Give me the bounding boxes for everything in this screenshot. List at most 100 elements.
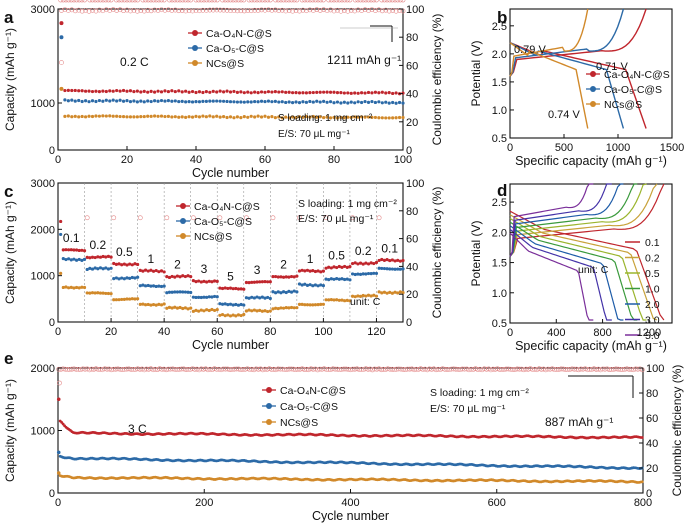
ce-point <box>369 7 375 12</box>
y-tick-label: 2.0 <box>492 227 507 239</box>
annotation-loading: S loading: 1 mg cm⁻² <box>298 198 397 210</box>
capacity-point <box>186 274 190 278</box>
capacity-point <box>337 277 341 281</box>
capacity-point <box>125 276 129 280</box>
capacity-point <box>180 90 184 94</box>
capacity-point <box>205 295 209 299</box>
capacity-point <box>121 99 126 103</box>
ce-point <box>183 8 189 14</box>
ce-point <box>310 0 316 3</box>
ce-point <box>386 8 392 14</box>
capacity-point <box>295 306 299 310</box>
legend-label: Ca-O₅-C@S <box>206 43 264 55</box>
ce-point <box>193 8 199 14</box>
ce-point <box>224 7 230 13</box>
capacity-point <box>73 99 77 103</box>
rate-label: 0.2 <box>89 238 106 252</box>
capacity-point <box>361 272 365 276</box>
capacity-point <box>353 261 357 265</box>
ce-point <box>273 0 279 3</box>
capacity-point <box>146 114 150 118</box>
capacity-point <box>289 274 294 279</box>
capacity-point <box>287 289 291 293</box>
capacity-point <box>159 114 164 118</box>
capacity-point <box>226 313 230 317</box>
capacity-point <box>294 100 298 104</box>
ce-point <box>269 7 275 13</box>
capacity-point <box>135 115 139 119</box>
ce-point <box>161 0 167 3</box>
capacity-point <box>377 91 381 95</box>
capacity-point <box>67 257 71 261</box>
capacity-point <box>181 274 185 278</box>
legend-marker <box>192 30 198 36</box>
capacity-point <box>162 302 166 306</box>
capacity-point <box>70 98 74 102</box>
capacity-point <box>132 99 136 103</box>
ce-point <box>82 0 87 3</box>
legend-label: NCs@S <box>194 231 232 243</box>
capacity-point <box>191 309 195 313</box>
capacity-point <box>197 90 202 94</box>
ce-point <box>397 8 402 13</box>
capacity-point <box>374 294 379 298</box>
capacity-point <box>249 114 253 118</box>
capacity-point <box>259 90 264 94</box>
capacity-point <box>197 115 202 119</box>
capacity-point <box>303 282 307 286</box>
ce-point <box>345 8 351 14</box>
capacity-point <box>401 115 405 120</box>
ce-point <box>317 7 323 13</box>
ce-point <box>83 7 88 13</box>
capacity-point <box>316 269 320 273</box>
ce-point <box>65 8 71 13</box>
capacity-point <box>80 258 84 262</box>
capacity-point <box>315 99 319 103</box>
ce-point <box>382 0 387 3</box>
capacity-point <box>308 91 312 95</box>
capacity-point <box>250 295 254 299</box>
x-tick-label: 0 <box>507 327 513 339</box>
capacity-point <box>61 256 65 261</box>
legend-label: 2.0 <box>645 299 660 311</box>
capacity-point <box>138 284 142 288</box>
ce-point <box>265 0 271 3</box>
capacity-point <box>391 91 395 96</box>
capacity-point <box>332 265 336 269</box>
capacity-point <box>115 114 119 118</box>
capacity-point <box>112 277 116 281</box>
y-axis-label: Capacity (mAh g⁻¹) <box>3 28 17 131</box>
y2-tick-label: 80 <box>406 206 418 218</box>
legend-label: 0.2 <box>645 253 660 265</box>
ce-point <box>127 0 133 3</box>
capacity-point <box>130 275 134 280</box>
capacity-point <box>125 89 129 93</box>
capacity-point <box>87 100 91 104</box>
capacity-point <box>268 280 272 284</box>
ce-point <box>196 0 202 3</box>
capacity-point <box>339 91 343 95</box>
capacity-point <box>108 99 112 103</box>
ce-point <box>376 215 382 221</box>
capacity-point <box>364 294 368 298</box>
capacity-point <box>322 90 326 94</box>
capacity-point <box>122 297 126 301</box>
capacity-point <box>130 297 134 301</box>
capacity-point <box>208 99 212 103</box>
y-tick-label: 0.5 <box>492 318 507 330</box>
ce-point <box>159 0 164 3</box>
capacity-point <box>281 275 286 279</box>
capacity-point <box>349 91 353 95</box>
capacity-point <box>231 287 235 291</box>
ce-point <box>246 0 252 3</box>
capacity-point <box>70 88 74 93</box>
capacity-point <box>64 285 68 289</box>
capacity-point <box>377 290 381 294</box>
ce-point <box>124 0 130 3</box>
capacity-point <box>149 99 153 104</box>
annotation-loading: S loading: 1 mg cm⁻² <box>430 387 529 399</box>
capacity-point <box>256 91 260 95</box>
capacity-point <box>163 89 167 93</box>
capacity-point <box>263 309 267 313</box>
ce-point <box>172 0 178 3</box>
